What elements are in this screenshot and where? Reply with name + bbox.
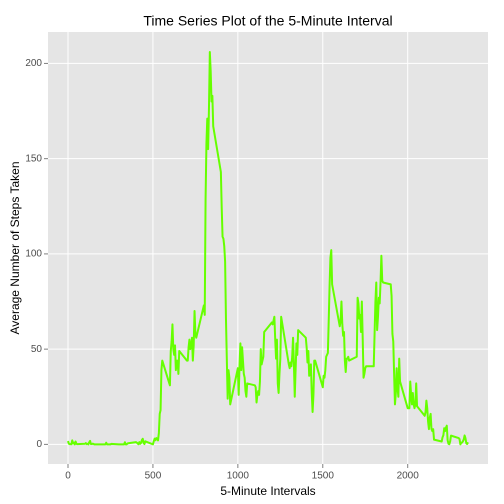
x-tick-label: 2000 [397,471,420,482]
y-tick-label: 0 [36,439,42,450]
y-tick-label: 100 [25,249,42,260]
data-line [67,51,469,446]
y-axis-title: Average Number of Steps Taken [8,162,22,335]
y-tick-label: 50 [31,344,43,355]
plot-panel [48,32,488,464]
y-tick-label: 150 [25,153,42,164]
chart-title: Time Series Plot of the 5-Minute Interva… [143,13,392,29]
x-tick-label: 500 [145,471,162,482]
x-axis-title: 5-Minute Intervals [220,484,315,498]
x-tick-label: 1500 [312,471,335,482]
y-tick-label: 200 [25,58,42,69]
x-tick-label: 0 [65,471,71,482]
x-tick-label: 1000 [227,471,250,482]
